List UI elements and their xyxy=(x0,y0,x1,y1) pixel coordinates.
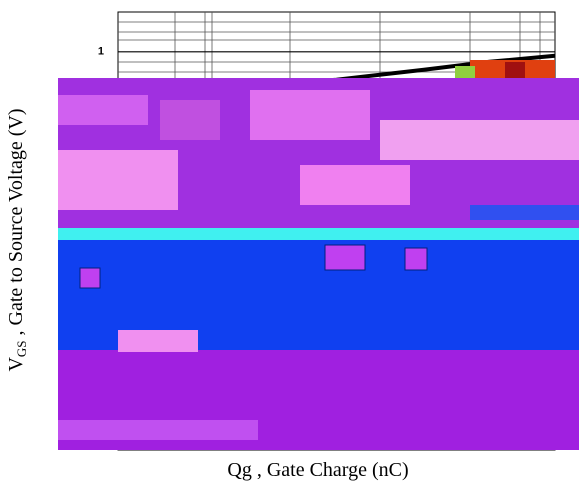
corrupted-overlay xyxy=(58,60,579,450)
y-label-sub: GS xyxy=(14,340,29,357)
y-tick-label: 1 xyxy=(98,46,104,58)
y-label-symbol: V xyxy=(5,357,27,372)
y-axis-label: VGS , Gate to Source Voltage (V) xyxy=(5,108,29,371)
y-label-text: , Gate to Source Voltage (V) xyxy=(5,108,27,340)
x-axis-label: Qg , Gate Charge (nC) xyxy=(227,459,408,481)
